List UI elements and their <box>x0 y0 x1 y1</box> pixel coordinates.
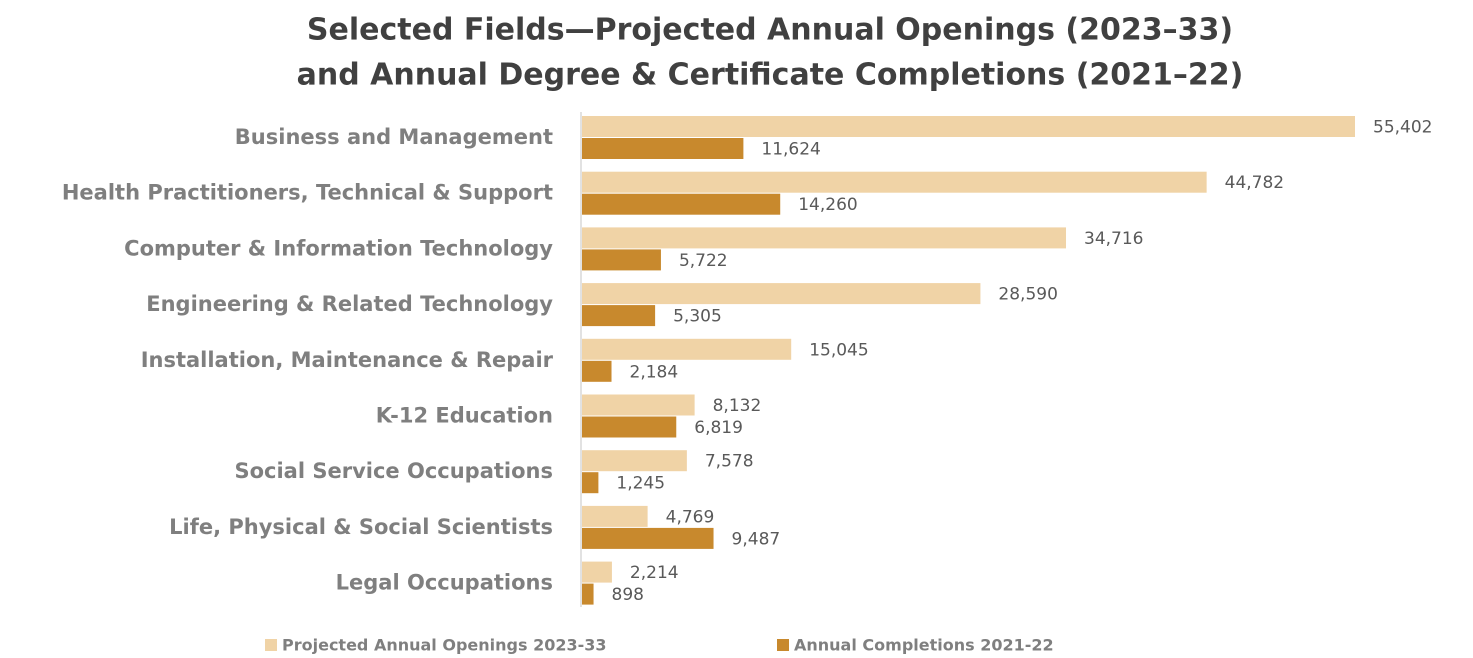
bar <box>582 472 599 494</box>
bar <box>582 394 695 416</box>
category-label: K-12 Education <box>376 404 553 428</box>
bar <box>582 416 677 438</box>
category-label: Business and Management <box>235 125 553 149</box>
value-label: 7,578 <box>705 452 754 472</box>
value-label: 34,716 <box>1084 229 1143 249</box>
legend-swatch <box>777 639 789 651</box>
value-label: 8,132 <box>713 396 762 416</box>
value-label: 44,782 <box>1225 173 1284 193</box>
bar <box>582 305 656 327</box>
value-label: 28,590 <box>998 285 1057 305</box>
bar <box>582 360 612 382</box>
chart-title: Selected Fields—Projected Annual Opening… <box>307 13 1233 48</box>
value-label: 14,260 <box>798 195 857 215</box>
value-label: 9,487 <box>732 529 781 549</box>
value-label: 4,769 <box>666 507 715 527</box>
bar <box>582 171 1207 193</box>
category-label: Life, Physical & Social Scientists <box>169 515 553 539</box>
bar <box>582 283 981 305</box>
value-label: 6,819 <box>694 418 743 438</box>
bar <box>582 505 648 527</box>
chart-title: and Annual Degree & Certificate Completi… <box>297 58 1244 93</box>
bar <box>582 193 781 215</box>
bar <box>582 249 661 271</box>
bar <box>582 227 1067 249</box>
bar <box>582 138 744 159</box>
bar <box>582 116 1355 137</box>
category-label: Installation, Maintenance & Repair <box>141 348 554 372</box>
category-label: Social Service Occupations <box>234 459 553 483</box>
bar <box>582 527 714 549</box>
value-label: 1,245 <box>616 474 665 494</box>
legend-label: Projected Annual Openings 2023-33 <box>282 636 607 655</box>
category-label: Legal Occupations <box>336 571 553 595</box>
bar <box>582 583 594 605</box>
value-label: 898 <box>612 585 644 605</box>
legend-label: Annual Completions 2021-22 <box>794 636 1054 655</box>
value-label: 11,624 <box>761 140 820 160</box>
bar <box>582 338 792 360</box>
legend-swatch <box>265 639 277 651</box>
value-label: 55,402 <box>1373 118 1432 138</box>
category-label: Health Practitioners, Technical & Suppor… <box>62 181 553 205</box>
category-label: Computer & Information Technology <box>124 236 553 260</box>
bar <box>582 450 687 472</box>
value-label: 5,722 <box>679 251 728 271</box>
bar <box>582 561 612 583</box>
value-label: 2,214 <box>630 563 679 583</box>
value-label: 2,184 <box>630 362 679 382</box>
category-label: Engineering & Related Technology <box>146 292 553 316</box>
value-label: 15,045 <box>809 340 868 360</box>
value-label: 5,305 <box>673 307 722 327</box>
